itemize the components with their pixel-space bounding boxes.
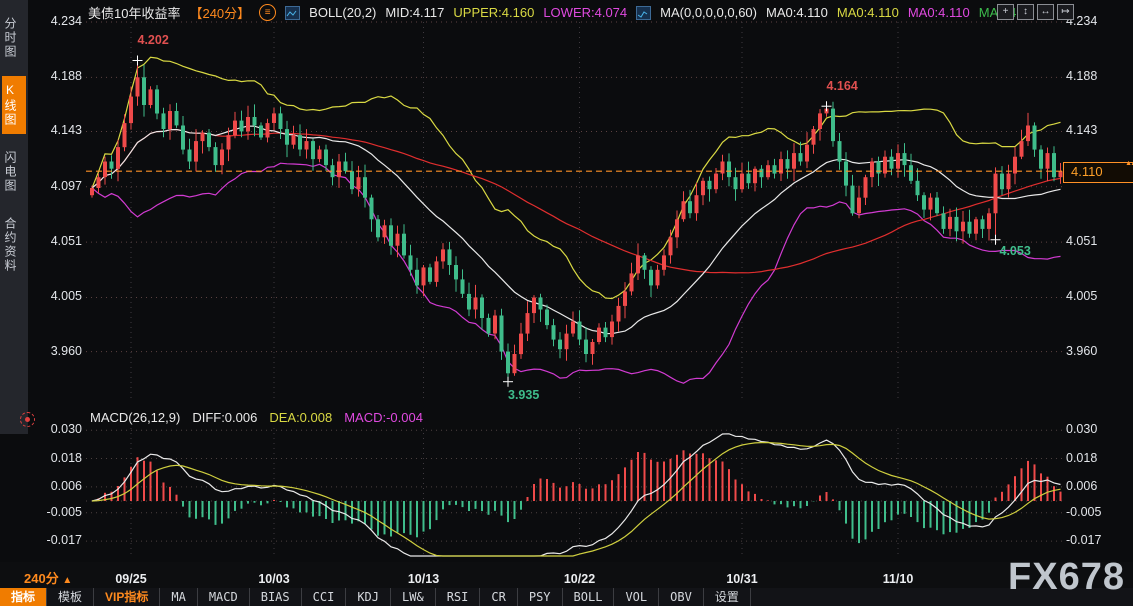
price-axis-label: 3.960 [30,344,82,358]
tab-cci[interactable]: CCI [302,588,347,606]
chart-header: 美债10年收益率 【240分】 ≡ BOLL(20,2) MID:4.117 U… [88,3,1027,22]
price-axis-label: 4.188 [1066,69,1097,83]
period-badge: 【240分】 [189,3,250,22]
tab-cr[interactable]: CR [480,588,517,606]
tab-settings[interactable]: 设置 [704,588,751,606]
brand-watermark: FX678 [1008,556,1125,599]
ma60-line [92,130,1061,273]
price-axis-label: 4.143 [1066,123,1097,137]
boll-mid-line [92,126,1061,334]
macd-axis-label: 0.018 [30,451,82,465]
tab-templates[interactable]: 模板 [47,588,94,606]
tab-rsi[interactable]: RSI [436,588,481,606]
boll-label: BOLL(20,2) [309,5,376,20]
low-annotation: 3.935 [508,388,539,402]
pan-right-icon[interactable]: ↦ [1057,4,1074,20]
last-price-tag: 4.110 ▲▲ [1063,162,1133,183]
price-axis-label: 3.960 [1066,344,1097,358]
tab-bias[interactable]: BIAS [250,588,302,606]
boll-mid-value: MID:4.117 [385,5,444,20]
macd-dea-line [92,443,1061,557]
low-annotation: 4.053 [1000,244,1031,258]
price-axis-label: 4.005 [30,289,82,303]
x-axis-label: 11/10 [870,572,926,586]
macd-histogram [92,450,1061,543]
tab-obv[interactable]: OBV [659,588,704,606]
macd-axis-label: -0.005 [1066,505,1101,519]
x-axis-label: 10/31 [714,572,770,586]
macd-axis-label: 0.018 [1066,451,1097,465]
high-annotation: 4.202 [138,33,169,47]
period-selector-label: 240分 [24,571,59,586]
price-axis-label: 4.051 [30,234,82,248]
ma-indicator-icon[interactable] [636,6,651,20]
x-axis-label: 10/22 [552,572,608,586]
high-annotation: 4.164 [827,79,858,93]
sidebar-item-kline-chart[interactable]: K线图 [2,76,26,134]
macd-diff-line [92,434,1061,556]
macd-value: MACD:-0.004 [344,410,423,425]
macd-axis-label: -0.005 [30,505,82,519]
tab-kdj[interactable]: KDJ [346,588,391,606]
period-selector[interactable]: 240分 ▲ [24,568,72,587]
boll-upper-line [92,57,1061,298]
macd-axis-label: 0.030 [1066,422,1097,436]
x-axis-label: 10/13 [396,572,452,586]
x-axis-label: 09/25 [103,572,159,586]
sidebar-item-time-share-chart[interactable]: 分时图 [2,10,26,66]
macd-axis-label: -0.017 [30,533,82,547]
trading-app: 分时图 K线图闪电图合约资料 美债10年收益率 【240分】 ≡ BOLL(20,… [0,0,1133,606]
macd-diff-value: DIFF:0.006 [192,410,257,425]
tab-boll[interactable]: BOLL [563,588,615,606]
price-axis-label: 4.234 [30,14,82,28]
sidebar-item-contract-info[interactable]: 合约资料 [2,210,26,280]
tab-indicators[interactable]: 指标 [0,588,47,606]
price-axis-label: 4.143 [30,123,82,137]
symbol-title: 美债10年收益率 [88,3,180,22]
macd-axis-label: 0.030 [30,422,82,436]
tab-ma[interactable]: MA [160,588,197,606]
indicator-settings-icon[interactable] [20,412,35,427]
boll-lower-value: LOWER:4.074 [543,5,627,20]
crosshair-icon[interactable]: + [997,4,1014,20]
bottom-toolbar: 指标模板VIP指标MAMACDBIASCCIKDJLW&RSICRPSYBOLL… [0,588,1133,606]
ma-label: MA(0,0,0,0,0,60) [660,5,757,20]
price-axis-label: 4.005 [1066,289,1097,303]
x-axis-label: 10/03 [246,572,302,586]
price-chart-canvas[interactable] [0,0,1133,562]
ma-value-magenta: MA0:4.110 [908,5,970,20]
price-axis-label: 4.097 [30,179,82,193]
tab-psy[interactable]: PSY [518,588,563,606]
left-sidebar: 分时图 K线图闪电图合约资料 [0,0,28,434]
macd-header: MACD(26,12,9) DIFF:0.006 DEA:0.008 MACD:… [90,410,423,425]
price-up-ticks-icon: ▲▲ [1125,155,1133,173]
ma-value-white: MA0:4.110 [766,5,828,20]
macd-label: MACD(26,12,9) [90,410,180,425]
macd-axis-label: 0.006 [30,479,82,493]
chevron-up-icon: ▲ [62,575,72,586]
macd-axis-label: 0.006 [1066,479,1097,493]
tab-vip-indicators[interactable]: VIP指标 [94,588,160,606]
boll-upper-value: UPPER:4.160 [453,5,534,20]
tab-lw[interactable]: LW& [391,588,436,606]
boll-indicator-icon[interactable] [285,6,300,20]
price-axis-label: 4.188 [30,69,82,83]
price-axis-label: 4.051 [1066,234,1097,248]
last-price-value: 4.110 [1071,164,1103,179]
ma-value-yellow: MA0:4.110 [837,5,899,20]
chart-menu-icon[interactable]: ≡ [259,4,276,21]
macd-dea-value: DEA:0.008 [269,410,332,425]
tab-macd[interactable]: MACD [198,588,250,606]
y-scale-icon[interactable]: ↕ [1017,4,1034,20]
sidebar-item-lightning-chart[interactable]: 闪电图 [2,144,26,200]
chart-toolbar: +↕↔↦ [997,4,1074,20]
x-scale-icon[interactable]: ↔ [1037,4,1054,20]
tab-vol[interactable]: VOL [614,588,659,606]
macd-axis-label: -0.017 [1066,533,1101,547]
